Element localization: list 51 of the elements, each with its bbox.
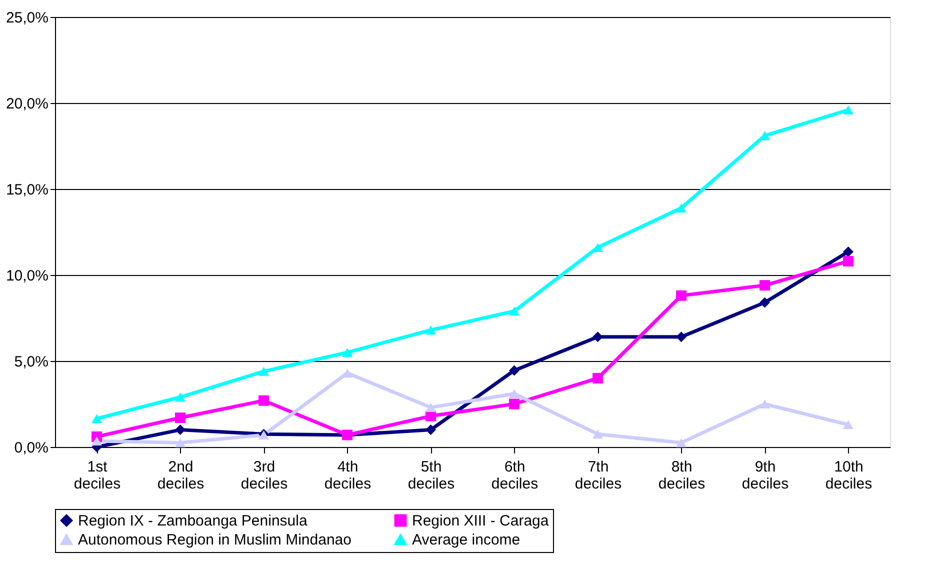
point	[760, 280, 770, 291]
point	[760, 297, 770, 308]
point	[676, 438, 686, 448]
point	[92, 414, 102, 424]
point	[843, 256, 854, 266]
point	[426, 410, 436, 422]
point	[175, 392, 186, 402]
y-tick-label: 25,0%	[6, 10, 48, 26]
point	[258, 395, 269, 406]
y-tick-label: 0,0%	[14, 440, 48, 456]
point	[676, 203, 686, 212]
point	[509, 389, 520, 398]
x-tick-label: 4th deciles	[324, 458, 372, 492]
x-tick-label: 6th deciles	[491, 458, 538, 492]
point	[843, 246, 854, 258]
point	[676, 290, 686, 301]
y-tick-label: 15,0%	[6, 182, 48, 198]
x-tick-label: 2nd deciles	[157, 458, 204, 492]
point	[426, 402, 436, 412]
point	[175, 438, 186, 448]
x-tick-label: 8th deciles	[658, 458, 706, 492]
x-tick-label: 3rd deciles	[240, 458, 288, 492]
point	[342, 348, 352, 357]
y-tick-label: 5,0%	[14, 354, 48, 370]
point	[509, 306, 520, 316]
point	[258, 366, 269, 376]
x-tick-label: 10th deciles	[825, 458, 872, 492]
point	[509, 398, 520, 410]
x-tick-label: 7th deciles	[574, 458, 622, 492]
point	[175, 412, 186, 424]
point	[843, 420, 854, 430]
legend-label: Autonomous Region in Muslim Mindanao	[78, 532, 352, 548]
point	[92, 436, 102, 446]
y-tick-label: 10,0%	[6, 268, 48, 284]
point	[676, 332, 686, 342]
point	[426, 326, 436, 335]
point	[760, 399, 770, 409]
point	[843, 105, 854, 114]
legend-label: Average income	[412, 532, 520, 548]
x-tick-label: 1st deciles	[74, 458, 121, 492]
point	[592, 430, 603, 439]
x-tick-label: 9th deciles	[742, 458, 789, 492]
x-tick-label: 5th deciles	[408, 458, 455, 492]
point	[509, 365, 520, 376]
y-tick-label: 20,0%	[6, 96, 48, 112]
point	[426, 424, 436, 436]
point	[175, 424, 186, 436]
legend-label: Region XIII - Caraga	[412, 512, 550, 530]
legend-label: Region IX - Zamboanga Peninsula	[78, 512, 308, 530]
point	[592, 332, 603, 342]
point	[592, 372, 603, 384]
